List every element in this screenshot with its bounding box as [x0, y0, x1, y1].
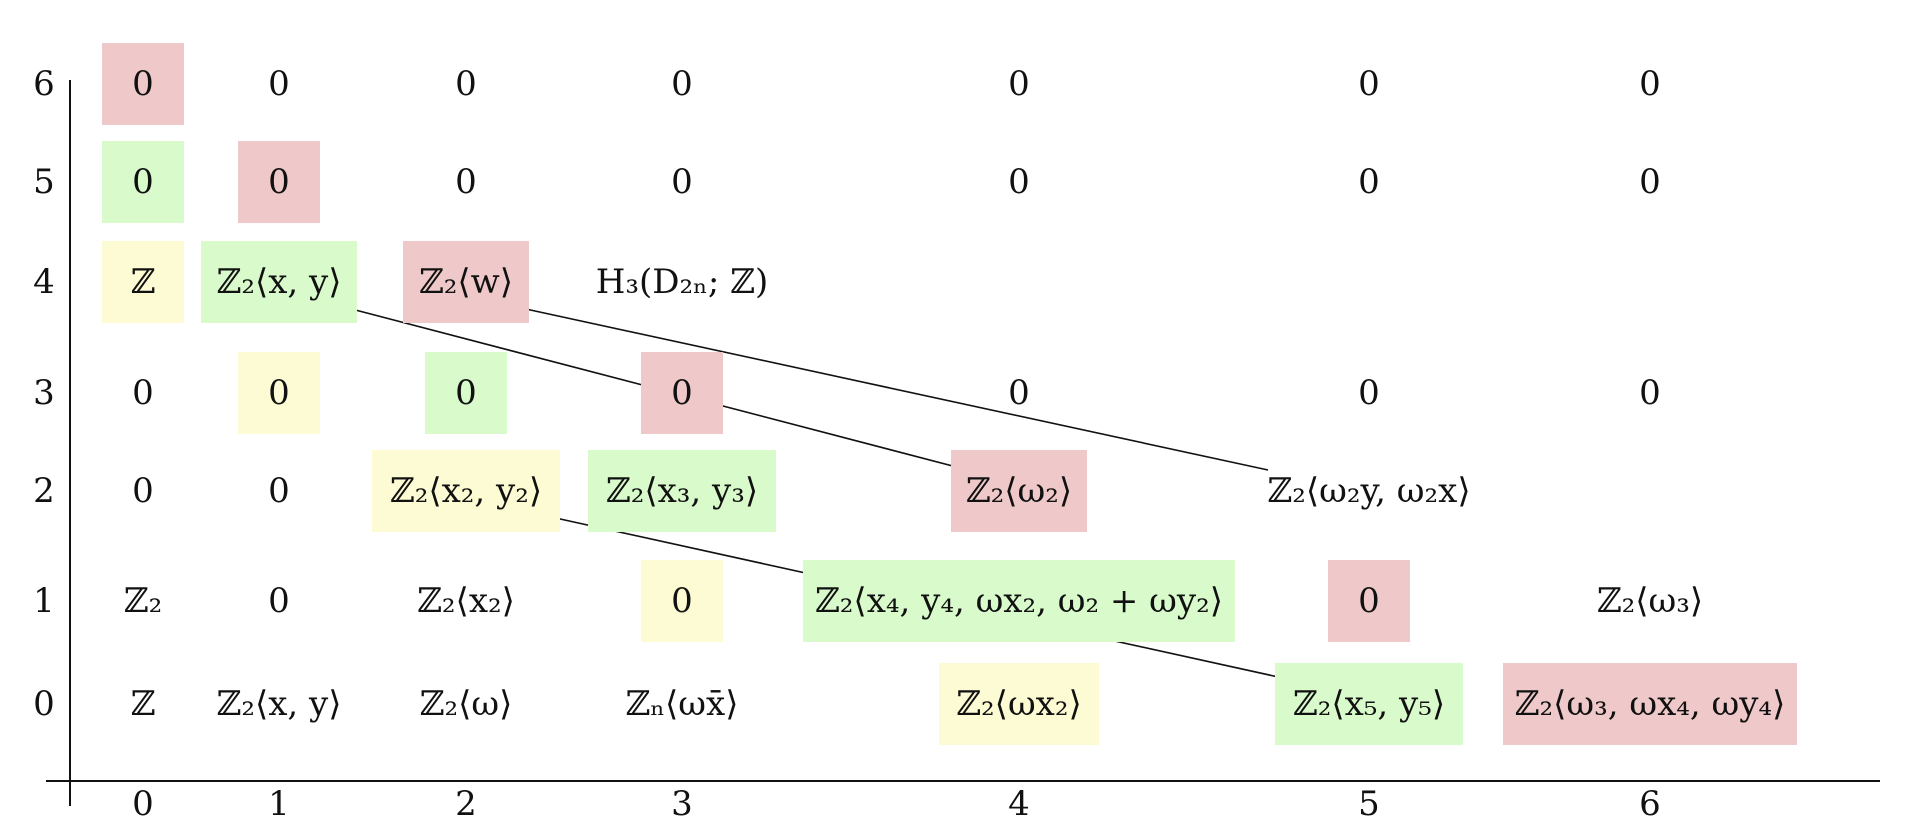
- entry-r1-c5: 0: [1328, 560, 1410, 642]
- entry-r1-c1: 0: [268, 581, 290, 621]
- entry-r0-c3: ℤₙ⟨ωx̄⟩: [625, 684, 739, 724]
- entry-r5-c3: 0: [671, 162, 693, 202]
- entry-r6-c5: 0: [1358, 64, 1380, 104]
- entry-r3-c5: 0: [1358, 373, 1380, 413]
- entry-r5-c6: 0: [1639, 162, 1661, 202]
- entry-r5-c1: 0: [238, 141, 320, 223]
- entry-r6-c1: 0: [268, 64, 290, 104]
- entry-r6-c6: 0: [1639, 64, 1661, 104]
- differential-arrow-1: [511, 303, 1269, 471]
- col-label-6: 6: [1639, 784, 1661, 824]
- entry-r2-c5: ℤ₂⟨ω₂y, ω₂x⟩: [1267, 471, 1471, 511]
- row-label-2: 2: [33, 471, 55, 511]
- entry-r2-c0: 0: [132, 471, 154, 511]
- col-label-0: 0: [132, 784, 154, 824]
- row-label-0: 0: [33, 684, 55, 724]
- entry-r0-c2: ℤ₂⟨ω⟩: [419, 684, 513, 724]
- entry-r4-c1: ℤ₂⟨x, y⟩: [201, 241, 357, 323]
- entry-r2-c2: ℤ₂⟨x₂, y₂⟩: [372, 450, 560, 532]
- entry-r3-c1: 0: [238, 352, 320, 434]
- entry-r0-c4: ℤ₂⟨ωx₂⟩: [939, 663, 1099, 745]
- entry-r0-c0: ℤ: [130, 684, 156, 724]
- col-label-5: 5: [1358, 784, 1380, 824]
- col-label-1: 1: [268, 784, 290, 824]
- entry-r3-c6: 0: [1639, 373, 1661, 413]
- col-label-2: 2: [455, 784, 477, 824]
- entry-r3-c0: 0: [132, 373, 154, 413]
- entry-r0-c1: ℤ₂⟨x, y⟩: [216, 684, 342, 724]
- horizontal-axis: [46, 780, 1880, 782]
- row-label-6: 6: [33, 64, 55, 104]
- col-label-4: 4: [1008, 784, 1030, 824]
- entry-r1-c3: 0: [641, 560, 723, 642]
- entry-r0-c6: ℤ₂⟨ω₃, ωx₄, ωy₄⟩: [1503, 663, 1797, 745]
- entry-r3-c4: 0: [1008, 373, 1030, 413]
- entry-r2-c3: ℤ₂⟨x₃, y₃⟩: [588, 450, 776, 532]
- entry-r5-c5: 0: [1358, 162, 1380, 202]
- entry-r6-c4: 0: [1008, 64, 1030, 104]
- entry-r5-c4: 0: [1008, 162, 1030, 202]
- entry-r6-c2: 0: [455, 64, 477, 104]
- entry-r4-c2: ℤ₂⟨w⟩: [403, 241, 529, 323]
- entry-r6-c3: 0: [671, 64, 693, 104]
- entry-r3-c2: 0: [425, 352, 507, 434]
- col-label-3: 3: [671, 784, 693, 824]
- entry-r1-c0: ℤ₂: [123, 581, 163, 621]
- entry-r5-c2: 0: [455, 162, 477, 202]
- entry-r1-c6: ℤ₂⟨ω₃⟩: [1596, 581, 1704, 621]
- entry-r5-c0: 0: [102, 141, 184, 223]
- entry-r2-c1: 0: [268, 471, 290, 511]
- row-label-1: 1: [33, 581, 55, 621]
- entry-r3-c3: 0: [641, 352, 723, 434]
- entry-r6-c0: 0: [102, 43, 184, 125]
- entry-r1-c2: ℤ₂⟨x₂⟩: [417, 581, 515, 621]
- row-label-5: 5: [33, 162, 55, 202]
- entry-r4-c0: ℤ: [102, 241, 184, 323]
- entry-r4-c3: H₃(D₂ₙ; ℤ): [595, 262, 769, 302]
- entry-r2-c4: ℤ₂⟨ω₂⟩: [951, 450, 1087, 532]
- row-label-4: 4: [33, 262, 55, 302]
- row-label-3: 3: [33, 373, 55, 413]
- entry-r1-c4: ℤ₂⟨x₄, y₄, ωx₂, ω₂ + ωy₂⟩: [803, 560, 1235, 642]
- vertical-axis: [69, 80, 71, 806]
- entry-r0-c5: ℤ₂⟨x₅, y₅⟩: [1275, 663, 1463, 745]
